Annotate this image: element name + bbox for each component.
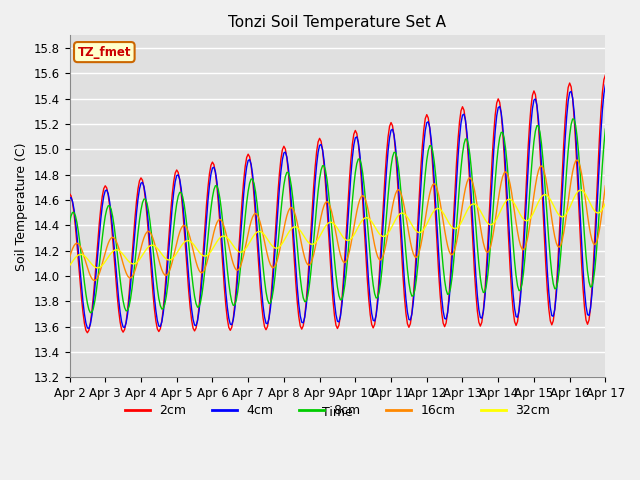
X-axis label: Time: Time [322, 406, 353, 419]
Text: TZ_fmet: TZ_fmet [77, 46, 131, 59]
Y-axis label: Soil Temperature (C): Soil Temperature (C) [15, 142, 28, 271]
Legend: 2cm, 4cm, 8cm, 16cm, 32cm: 2cm, 4cm, 8cm, 16cm, 32cm [120, 399, 556, 422]
Title: Tonzi Soil Temperature Set A: Tonzi Soil Temperature Set A [228, 15, 447, 30]
